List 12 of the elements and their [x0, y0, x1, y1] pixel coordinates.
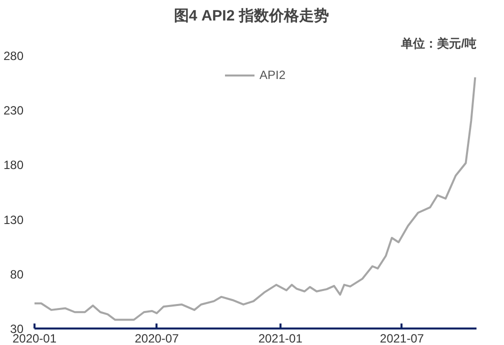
x-tick-label: 2021-07 [380, 332, 424, 345]
y-tick-label: 80 [10, 267, 24, 282]
y-tick-label: 180 [3, 158, 24, 172]
y-tick-label: 280 [3, 49, 24, 63]
text: 单位：美元/吨 [400, 36, 477, 50]
x-tick-label: 2020-07 [134, 332, 180, 345]
chart-title: 图4 API2 指数价格走势 [174, 8, 329, 24]
x-tick-label: 2021-01 [258, 332, 303, 345]
y-tick-label: 230 [3, 104, 24, 118]
y-tick-label: 130 [3, 212, 24, 227]
legend-label: API2 [259, 68, 286, 82]
x-tick-label: 2020-01 [12, 332, 57, 345]
